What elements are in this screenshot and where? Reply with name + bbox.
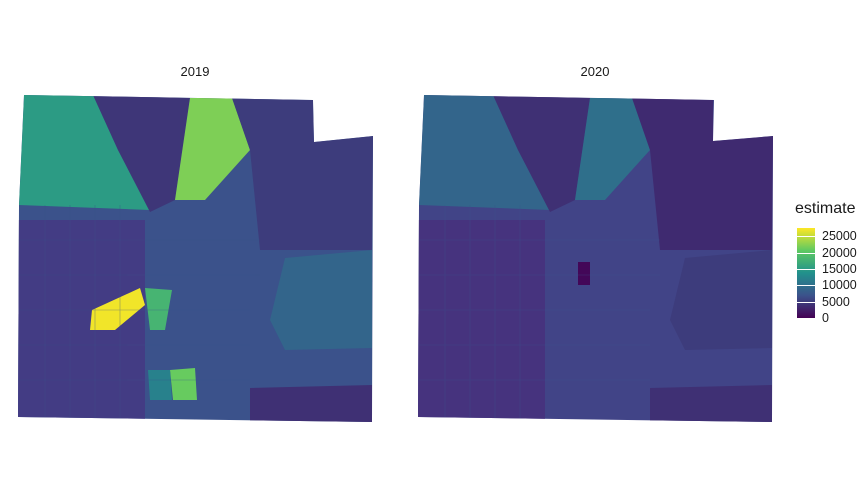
color-bar xyxy=(797,228,815,318)
east-large-region xyxy=(270,250,372,350)
legend-tick-label: 0 xyxy=(822,311,829,325)
legend-tick-label: 15000 xyxy=(822,261,857,276)
legend-scale: 25000 20000 15000 10000 5000 0 xyxy=(795,224,857,325)
map-2020 xyxy=(418,95,773,422)
northwest-region xyxy=(19,95,150,210)
south-green-region xyxy=(170,368,197,400)
facet-title-2020: 2020 xyxy=(580,64,610,79)
center-yellow-region xyxy=(90,288,145,330)
southeast-region xyxy=(650,385,772,422)
legend-title: estimate xyxy=(795,200,856,217)
tract-borders xyxy=(418,205,660,420)
center-dark-region xyxy=(578,262,590,285)
southwest-region xyxy=(418,220,545,420)
legend-tick-label: 25000 xyxy=(822,229,857,244)
northeast-region xyxy=(232,98,373,250)
center-green-region xyxy=(145,288,172,330)
legend-tick xyxy=(797,318,815,319)
tract-borders xyxy=(18,205,260,420)
legend: estimate 25000 20000 15000 10000 5000 0 xyxy=(795,200,857,325)
facet-title-2019: 2019 xyxy=(180,64,210,79)
southeast-region xyxy=(250,385,372,422)
legend-tick xyxy=(797,285,815,287)
legend-tick xyxy=(797,268,815,270)
legend-tick-label: 10000 xyxy=(822,278,857,293)
east-large-region xyxy=(670,250,772,350)
northwest-region xyxy=(419,95,550,210)
legend-tick-label: 20000 xyxy=(822,245,857,260)
south-teal-region xyxy=(148,370,172,400)
northeast-region xyxy=(632,98,773,250)
north-right-region xyxy=(575,98,650,200)
legend-tick xyxy=(797,236,815,238)
legend-tick-label: 5000 xyxy=(822,294,850,309)
legend-tick xyxy=(797,252,815,254)
map-2019 xyxy=(18,95,373,422)
north-center-region xyxy=(93,95,190,212)
north-right-region xyxy=(175,98,250,200)
north-center-region xyxy=(493,95,590,212)
legend-tick xyxy=(797,301,815,303)
